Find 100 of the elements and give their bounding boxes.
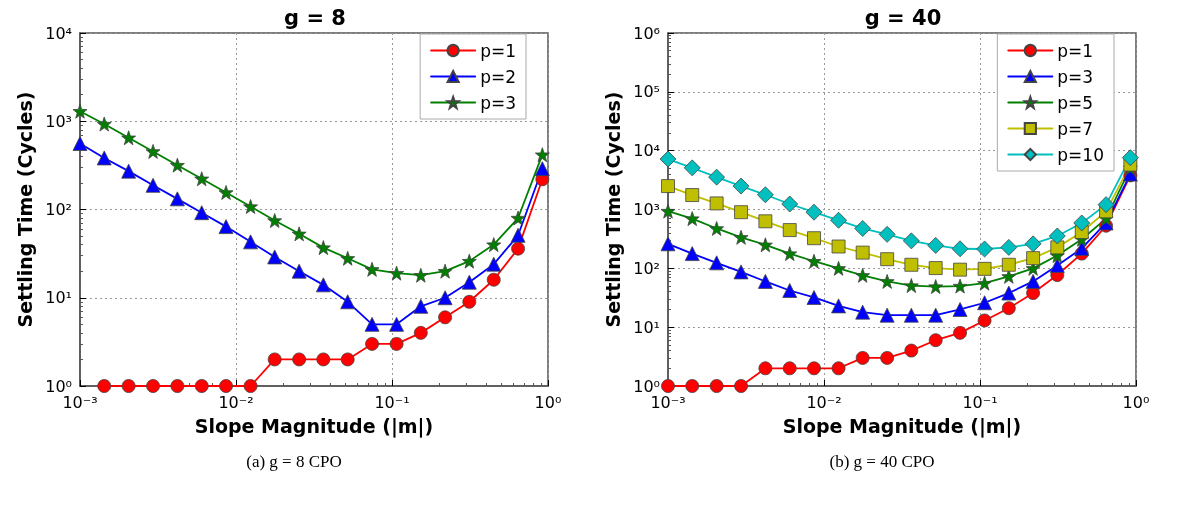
point	[880, 252, 895, 267]
point	[902, 232, 920, 250]
point	[511, 241, 525, 256]
legend-label: p=3	[1057, 66, 1094, 87]
point	[315, 240, 331, 256]
point	[510, 227, 526, 243]
point	[807, 231, 821, 246]
point	[267, 352, 282, 367]
y-tick-label: 10²	[633, 258, 660, 278]
point	[756, 186, 774, 204]
legend-label: p=10	[1057, 144, 1104, 165]
point	[1001, 301, 1016, 316]
point	[438, 310, 453, 325]
point	[486, 256, 502, 272]
point	[169, 191, 185, 207]
y-tick-label: 10⁴	[45, 23, 72, 43]
point	[878, 225, 896, 243]
point	[1026, 251, 1041, 266]
point	[292, 352, 307, 367]
point	[218, 185, 234, 200]
point	[806, 290, 822, 305]
point	[218, 219, 234, 234]
point	[782, 283, 798, 298]
point	[243, 379, 258, 393]
text: (a) g = 8 CPO	[245, 452, 343, 472]
point	[315, 277, 331, 293]
point	[928, 261, 943, 275]
point	[267, 249, 283, 265]
point	[340, 250, 356, 266]
point	[243, 234, 258, 250]
point	[733, 229, 749, 245]
point	[267, 213, 283, 228]
point	[437, 290, 453, 306]
point	[660, 203, 676, 219]
point	[170, 379, 185, 393]
point	[879, 273, 895, 289]
point	[807, 361, 821, 376]
point	[1000, 238, 1018, 256]
x-tick-label: 10⁻²	[218, 392, 254, 412]
point	[660, 236, 676, 252]
point	[413, 267, 429, 283]
point	[903, 307, 919, 323]
point	[709, 196, 724, 211]
point	[879, 307, 895, 323]
point	[413, 298, 429, 314]
point	[461, 253, 477, 269]
point	[855, 351, 870, 365]
x-tick-label: 10⁻¹	[962, 392, 998, 412]
point	[782, 223, 797, 237]
point	[855, 245, 870, 260]
point	[952, 302, 968, 317]
point	[145, 144, 161, 159]
point	[96, 116, 112, 132]
point	[486, 237, 502, 253]
point	[709, 255, 725, 271]
point	[1049, 258, 1065, 273]
point	[291, 226, 307, 242]
point	[96, 150, 112, 166]
point	[782, 361, 797, 376]
y-tick-label: 10²	[45, 200, 72, 219]
legend-label: p=2	[480, 66, 517, 87]
point	[389, 337, 404, 351]
point	[977, 313, 992, 328]
y-tick-label: 10⁶	[633, 23, 660, 43]
point	[1050, 240, 1065, 255]
point	[72, 103, 88, 119]
point	[194, 171, 210, 187]
point	[708, 168, 726, 186]
point	[661, 379, 675, 393]
point	[365, 337, 379, 351]
point	[805, 203, 823, 221]
point	[243, 199, 258, 214]
point	[661, 179, 675, 193]
x-tick-label: 10⁻¹	[374, 392, 410, 412]
point	[757, 273, 773, 289]
point	[1048, 227, 1066, 245]
point	[734, 205, 748, 220]
point	[830, 211, 847, 229]
point	[1025, 273, 1041, 289]
point	[219, 379, 233, 393]
point	[831, 298, 846, 314]
point	[462, 294, 477, 309]
legend-label: p=1	[480, 40, 517, 61]
point	[831, 239, 846, 254]
point	[781, 195, 799, 213]
point	[364, 261, 380, 277]
point	[928, 333, 943, 348]
point	[291, 263, 307, 279]
point	[734, 379, 748, 393]
point	[389, 265, 404, 281]
point	[413, 325, 428, 340]
chart-title: g = 40	[864, 5, 942, 30]
point	[928, 279, 944, 294]
y-axis-title: Settling Time (Cycles)	[13, 91, 36, 328]
y-tick-label: 10³	[45, 111, 72, 131]
point	[953, 262, 967, 277]
point	[364, 316, 380, 332]
point	[903, 278, 919, 293]
legend-label: p=1	[1057, 40, 1094, 61]
chart-title: g = 8	[284, 5, 346, 30]
